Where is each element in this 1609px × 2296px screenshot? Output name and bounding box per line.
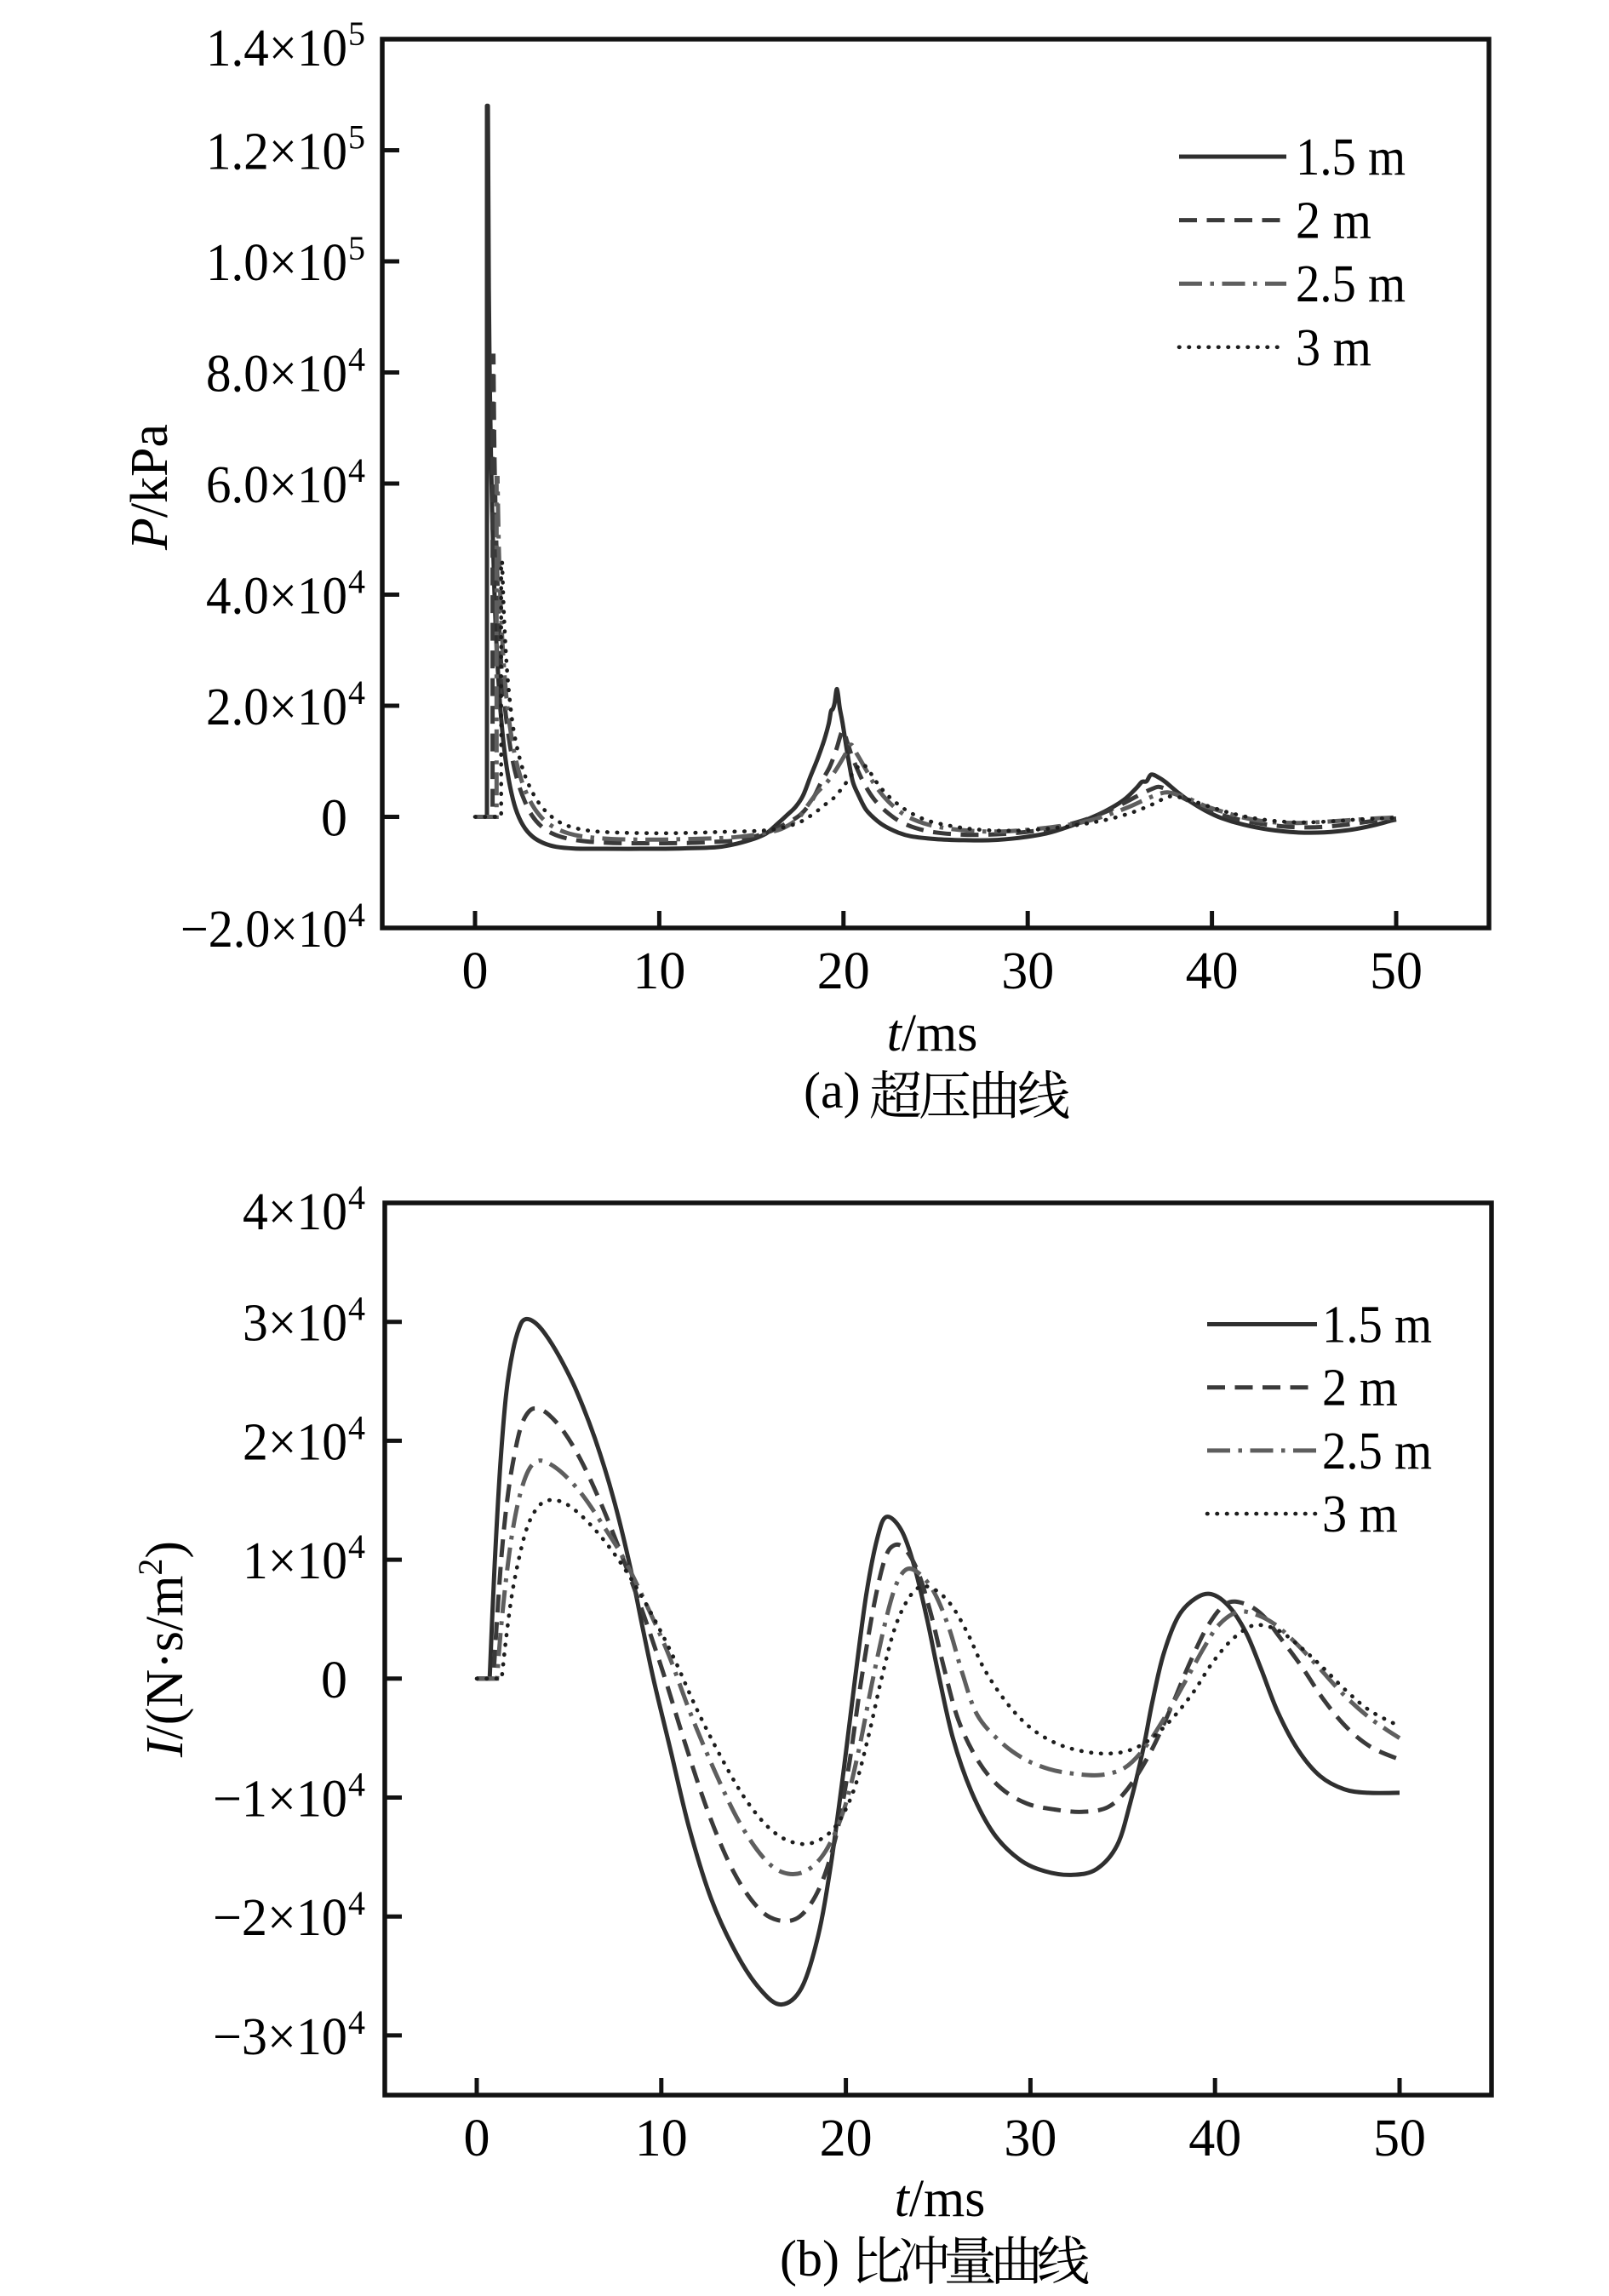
svg-text:2 m: 2 m — [1322, 1360, 1398, 1417]
svg-text:−1×10: −1×10 — [213, 1771, 347, 1829]
svg-text:t/ms: t/ms — [895, 2170, 986, 2228]
svg-text:P/kPa: P/kPa — [121, 424, 179, 551]
svg-text:I/(N·s/m2): I/(N·s/m2) — [131, 1541, 194, 1758]
svg-text:4: 4 — [348, 1408, 365, 1446]
svg-text:t/ms: t/ms — [887, 1005, 978, 1062]
svg-text:1.2×10: 1.2×10 — [206, 123, 347, 181]
svg-text:2.5 m: 2.5 m — [1296, 255, 1406, 313]
svg-text:1.5 m: 1.5 m — [1296, 129, 1406, 186]
svg-text:3×10: 3×10 — [243, 1295, 347, 1353]
svg-text:4: 4 — [348, 341, 365, 379]
svg-text:2 m: 2 m — [1296, 192, 1371, 250]
svg-text:2×10: 2×10 — [243, 1413, 347, 1471]
svg-text:0: 0 — [464, 2110, 490, 2167]
svg-text:1.0×10: 1.0×10 — [206, 234, 347, 292]
svg-text:4: 4 — [348, 2003, 365, 2041]
svg-text:4: 4 — [348, 673, 365, 712]
svg-text:3 m: 3 m — [1322, 1486, 1398, 1543]
svg-text:4.0×10: 4.0×10 — [206, 568, 347, 626]
svg-text:−3×10: −3×10 — [213, 2008, 347, 2066]
svg-text:4: 4 — [348, 563, 365, 601]
svg-text:4: 4 — [348, 451, 365, 490]
svg-text:3 m: 3 m — [1296, 319, 1371, 377]
svg-text:0: 0 — [321, 1652, 347, 1709]
svg-text:50: 50 — [1370, 942, 1423, 1000]
svg-text:(b): (b) — [780, 2230, 839, 2287]
svg-text:4: 4 — [348, 1766, 365, 1804]
svg-text:40: 40 — [1186, 942, 1239, 1000]
svg-text:50: 50 — [1373, 2110, 1426, 2167]
svg-text:4: 4 — [348, 1884, 365, 1922]
svg-text:5: 5 — [348, 14, 365, 53]
svg-text:0: 0 — [462, 942, 489, 1000]
svg-text:1.5 m: 1.5 m — [1322, 1297, 1432, 1354]
svg-text:10: 10 — [633, 942, 685, 1000]
svg-text:2.0×10: 2.0×10 — [206, 678, 347, 736]
svg-text:30: 30 — [1004, 2110, 1056, 2167]
svg-text:2.5 m: 2.5 m — [1322, 1423, 1432, 1480]
svg-text:4: 4 — [348, 1527, 365, 1566]
svg-text:30: 30 — [1001, 942, 1054, 1000]
svg-text:4: 4 — [348, 1178, 365, 1217]
svg-text:20: 20 — [817, 942, 870, 1000]
svg-text:−2×10: −2×10 — [213, 1889, 347, 1947]
svg-text:1×10: 1×10 — [243, 1532, 347, 1590]
svg-text:40: 40 — [1188, 2110, 1241, 2167]
svg-text:6.0×10: 6.0×10 — [206, 456, 347, 514]
svg-text:8.0×10: 8.0×10 — [206, 346, 347, 404]
svg-text:0: 0 — [321, 790, 347, 848]
svg-text:(a): (a) — [804, 1062, 861, 1119]
svg-text:5: 5 — [348, 229, 365, 267]
svg-text:4×10: 4×10 — [243, 1183, 347, 1241]
svg-text:20: 20 — [820, 2110, 873, 2167]
svg-text:4: 4 — [348, 896, 365, 934]
svg-text:−2.0×10: −2.0×10 — [180, 901, 347, 959]
svg-text:4: 4 — [348, 1290, 365, 1328]
svg-text:10: 10 — [635, 2110, 688, 2167]
svg-text:1.4×10: 1.4×10 — [206, 20, 347, 77]
svg-text:5: 5 — [348, 118, 365, 157]
